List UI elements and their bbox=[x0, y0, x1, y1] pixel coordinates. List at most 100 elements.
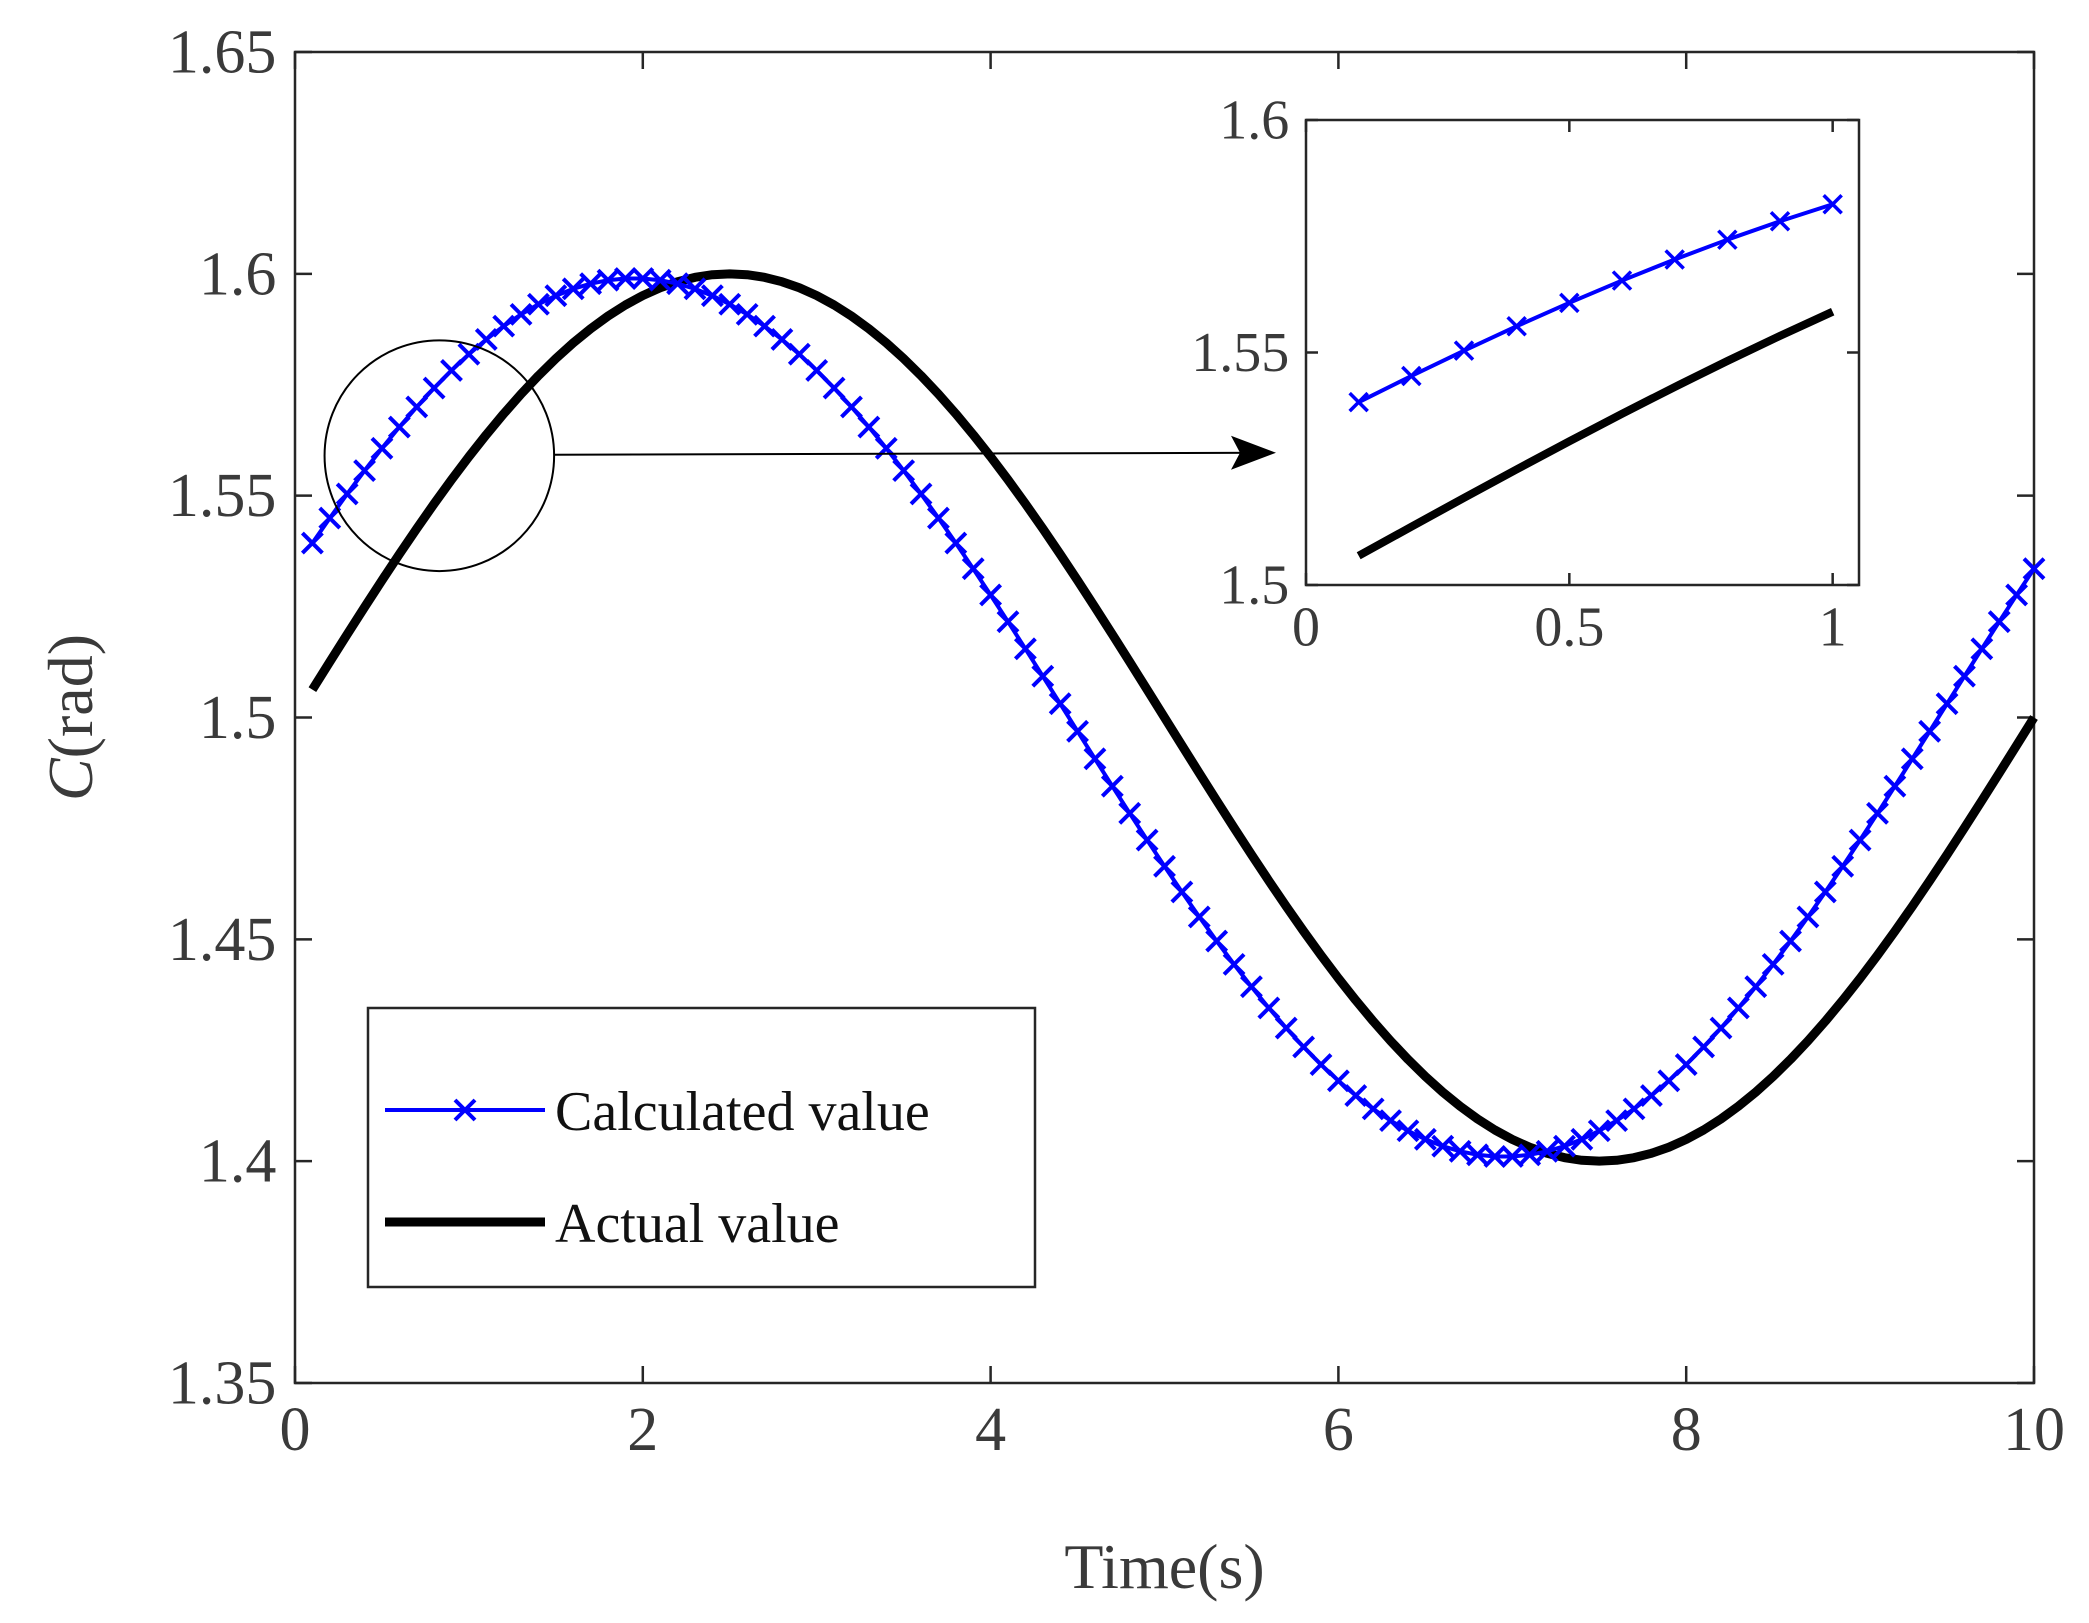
main-point-calculated bbox=[1535, 1139, 1559, 1163]
inset-point-calculated bbox=[1506, 316, 1527, 337]
x-axis-title: Time(s) bbox=[1064, 1531, 1264, 1602]
main-point-calculated bbox=[1483, 1145, 1507, 1168]
main-point-calculated bbox=[787, 342, 811, 366]
inset-point-calculated bbox=[1717, 229, 1738, 250]
inset-x-tick-label: 0 bbox=[1292, 596, 1320, 658]
main-point-calculated bbox=[1622, 1097, 1646, 1121]
y-axis-title: C(rad) bbox=[35, 634, 106, 801]
main-point-calculated bbox=[1587, 1119, 1611, 1143]
main-point-calculated bbox=[1448, 1139, 1472, 1163]
main-x-tick-label: 8 bbox=[1671, 1396, 1702, 1464]
main-point-calculated bbox=[440, 359, 463, 382]
main-point-calculated bbox=[1744, 975, 1768, 999]
main-point-calculated bbox=[1866, 801, 1889, 825]
main-point-calculated bbox=[666, 272, 689, 296]
inset-series-layer bbox=[1348, 194, 1843, 560]
main-point-calculated bbox=[944, 531, 968, 555]
legend-label-calculated: Calculated value bbox=[555, 1081, 930, 1143]
inset-y-tick-label: 1.6 bbox=[1219, 89, 1289, 151]
main-point-calculated bbox=[613, 267, 637, 290]
main-point-calculated bbox=[683, 277, 707, 301]
main-point-calculated bbox=[996, 610, 1020, 634]
main-point-calculated bbox=[1813, 880, 1837, 904]
main-point-calculated bbox=[753, 314, 776, 338]
main-point-calculated bbox=[1761, 952, 1785, 976]
main-series-layer bbox=[300, 267, 2046, 1168]
inset-y-tick-label: 1.5 bbox=[1219, 554, 1289, 616]
main-point-calculated bbox=[1987, 610, 2011, 634]
main-point-calculated bbox=[1657, 1069, 1681, 1093]
main-point-calculated bbox=[1779, 929, 1802, 953]
main-point-calculated bbox=[1066, 719, 1089, 743]
main-point-calculated bbox=[1292, 1035, 1316, 1059]
main-point-calculated bbox=[1083, 747, 1107, 771]
main-point-calculated bbox=[1726, 996, 1750, 1020]
main-point-calculated bbox=[474, 328, 498, 351]
main-point-calculated bbox=[300, 531, 324, 555]
main-point-calculated bbox=[422, 376, 446, 400]
main-point-calculated bbox=[353, 459, 376, 483]
main-series-line-actual bbox=[308, 269, 2038, 1166]
inset-x-tick-labels: 0 0.5 1 bbox=[1292, 596, 1847, 658]
main-tick-marks bbox=[293, 50, 2036, 1385]
main-point-calculated bbox=[822, 376, 846, 400]
inset-background bbox=[1306, 120, 1859, 585]
inset-series-line-actual bbox=[1356, 308, 1835, 560]
main-x-tick-label: 2 bbox=[627, 1396, 658, 1464]
main-point-calculated bbox=[544, 284, 568, 308]
main-point-calculated bbox=[805, 359, 829, 382]
main-point-calculated bbox=[857, 415, 881, 439]
main-point-calculated bbox=[1674, 1053, 1698, 1076]
main-point-calculated bbox=[718, 292, 742, 316]
main-point-calculated bbox=[2022, 557, 2046, 581]
main-point-calculated bbox=[579, 272, 603, 296]
main-point-calculated bbox=[1431, 1134, 1455, 1158]
main-point-calculated bbox=[1361, 1097, 1385, 1121]
main-point-calculated bbox=[1900, 747, 1924, 771]
main-point-calculated bbox=[405, 395, 429, 419]
main-x-tick-label: 10 bbox=[2003, 1396, 2065, 1464]
inset-point-calculated bbox=[1559, 292, 1580, 314]
main-point-calculated bbox=[979, 583, 1003, 607]
main-point-calculated bbox=[1379, 1109, 1402, 1133]
main-point-calculated bbox=[1553, 1134, 1576, 1158]
main-x-tick-label: 6 bbox=[1323, 1396, 1354, 1464]
main-point-calculated bbox=[370, 436, 394, 460]
main-point-calculated bbox=[1013, 637, 1037, 661]
main-point-calculated bbox=[1883, 774, 1907, 798]
inset-point-calculated bbox=[1769, 211, 1791, 232]
main-x-tick-labels: 0 2 4 6 8 10 bbox=[280, 1396, 2066, 1464]
main-point-calculated bbox=[1274, 1016, 1298, 1040]
main-y-tick-label: 1.65 bbox=[168, 18, 277, 86]
zoom-arrow-line bbox=[554, 451, 1265, 456]
main-point-calculated bbox=[1796, 905, 1820, 929]
main-y-tick-label: 1.55 bbox=[168, 462, 277, 530]
zoom-arrow-head bbox=[1231, 435, 1276, 470]
main-point-calculated bbox=[840, 395, 863, 419]
main-point-calculated bbox=[1970, 637, 1994, 661]
main-axes: 0 2 4 6 8 10 1.351.41.451.51.551.61.65 bbox=[168, 18, 2066, 1464]
inset-point-calculated bbox=[1453, 340, 1475, 361]
main-point-calculated bbox=[1118, 801, 1142, 825]
legend-box bbox=[366, 1006, 1037, 1289]
main-point-calculated bbox=[1205, 929, 1229, 953]
inset-point-calculated bbox=[1822, 194, 1843, 215]
main-point-calculated bbox=[2005, 583, 2029, 607]
inset-point-calculated bbox=[1401, 365, 1422, 387]
main-point-calculated bbox=[561, 277, 585, 301]
main-point-calculated bbox=[1344, 1084, 1368, 1107]
main-point-calculated bbox=[1709, 1016, 1733, 1040]
legend-label-actual: Actual value bbox=[555, 1193, 840, 1255]
y-axis-unit: (rad) bbox=[35, 634, 106, 758]
main-x-tick-label: 0 bbox=[280, 1396, 311, 1464]
main-point-calculated bbox=[1396, 1119, 1420, 1143]
main-point-calculated bbox=[1605, 1109, 1629, 1133]
inset-point-calculated bbox=[1664, 249, 1685, 270]
main-point-calculated bbox=[1918, 719, 1942, 743]
inset-point-calculated bbox=[1611, 270, 1633, 291]
main-x-tick-label: 4 bbox=[975, 1396, 1006, 1464]
inset-y-tick-labels: 1.5 1.55 1.6 bbox=[1191, 89, 1289, 616]
inset-series-line-calculated bbox=[1357, 202, 1834, 404]
main-point-calculated bbox=[335, 482, 359, 506]
